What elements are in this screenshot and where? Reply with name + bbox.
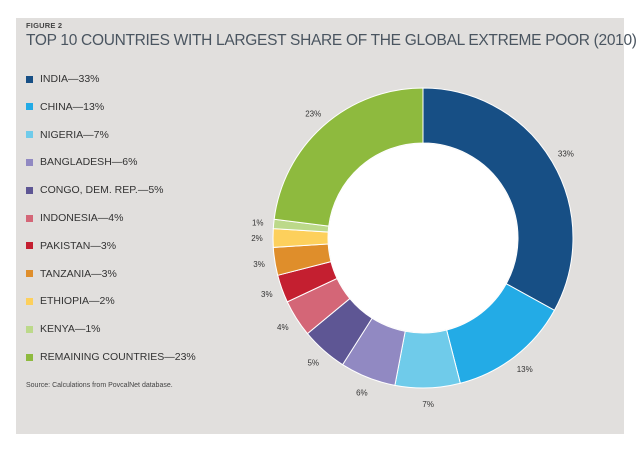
- legend-swatch: [26, 131, 33, 139]
- legend-label: INDIA—33%: [40, 73, 100, 85]
- source-note: Source: Calculations from PovcalNet data…: [26, 382, 173, 389]
- slice-label: 6%: [356, 388, 368, 397]
- legend-label: ETHIOPIA—2%: [40, 295, 115, 308]
- slice-label: 3%: [261, 290, 273, 299]
- legend-swatch: [26, 270, 33, 278]
- legend-item: INDIA—33%: [26, 73, 100, 85]
- legend-item: NIGERIA—7%: [26, 129, 109, 141]
- legend-swatch: [26, 214, 33, 222]
- legend-item: BANGLADESH—6%: [26, 156, 137, 168]
- legend-label: CHINA—13%: [40, 100, 105, 113]
- legend-swatch: [26, 325, 33, 333]
- legend-item: CHINA—13%: [26, 101, 104, 113]
- legend-label: KENYA—1%: [40, 323, 101, 336]
- donut-hole: [328, 143, 518, 333]
- donut-slice: [422, 87, 574, 311]
- slice-label: 2%: [251, 234, 263, 243]
- donut-slice: [273, 87, 424, 227]
- legend-label: PAKISTAN—3%: [40, 239, 117, 252]
- legend-item: INDONESIA—4%: [26, 212, 123, 224]
- slice-label: 33%: [558, 149, 574, 158]
- slice-label: 3%: [253, 260, 265, 269]
- legend-label: NIGERIA—7%: [40, 128, 109, 141]
- legend-swatch: [26, 242, 33, 250]
- legend-item: REMAINING COUNTRIES—23%: [26, 351, 196, 363]
- legend-label: BANGLADESH—6%: [40, 156, 138, 169]
- legend-swatch: [26, 75, 33, 83]
- slice-label: 4%: [277, 323, 289, 332]
- legend-item: PAKISTAN—3%: [26, 240, 116, 252]
- legend-label: TANZANIA—3%: [40, 267, 117, 280]
- slice-label: 13%: [517, 365, 533, 374]
- slice-label: 1%: [252, 218, 264, 227]
- legend-swatch: [26, 103, 33, 111]
- legend-label: REMAINING COUNTRIES—23%: [40, 351, 196, 363]
- chart-title: TOP 10 COUNTRIES WITH LARGEST SHARE OF T…: [26, 32, 637, 49]
- slice-label: 5%: [307, 359, 319, 368]
- legend-label: INDONESIA—4%: [40, 212, 124, 224]
- legend-swatch: [26, 353, 33, 361]
- legend-label: CONGO, DEM. REP.—5%: [40, 184, 164, 197]
- legend-item: ETHIOPIA—2%: [26, 295, 115, 307]
- slice-label: 23%: [305, 109, 321, 118]
- legend-item: KENYA—1%: [26, 323, 101, 335]
- slice-label: 7%: [422, 400, 434, 409]
- legend-swatch: [26, 297, 33, 305]
- figure-label: FIGURE 2: [26, 21, 63, 30]
- legend-swatch: [26, 158, 33, 166]
- legend-swatch: [26, 186, 33, 194]
- legend-item: TANZANIA—3%: [26, 268, 117, 280]
- legend-item: CONGO, DEM. REP.—5%: [26, 184, 164, 196]
